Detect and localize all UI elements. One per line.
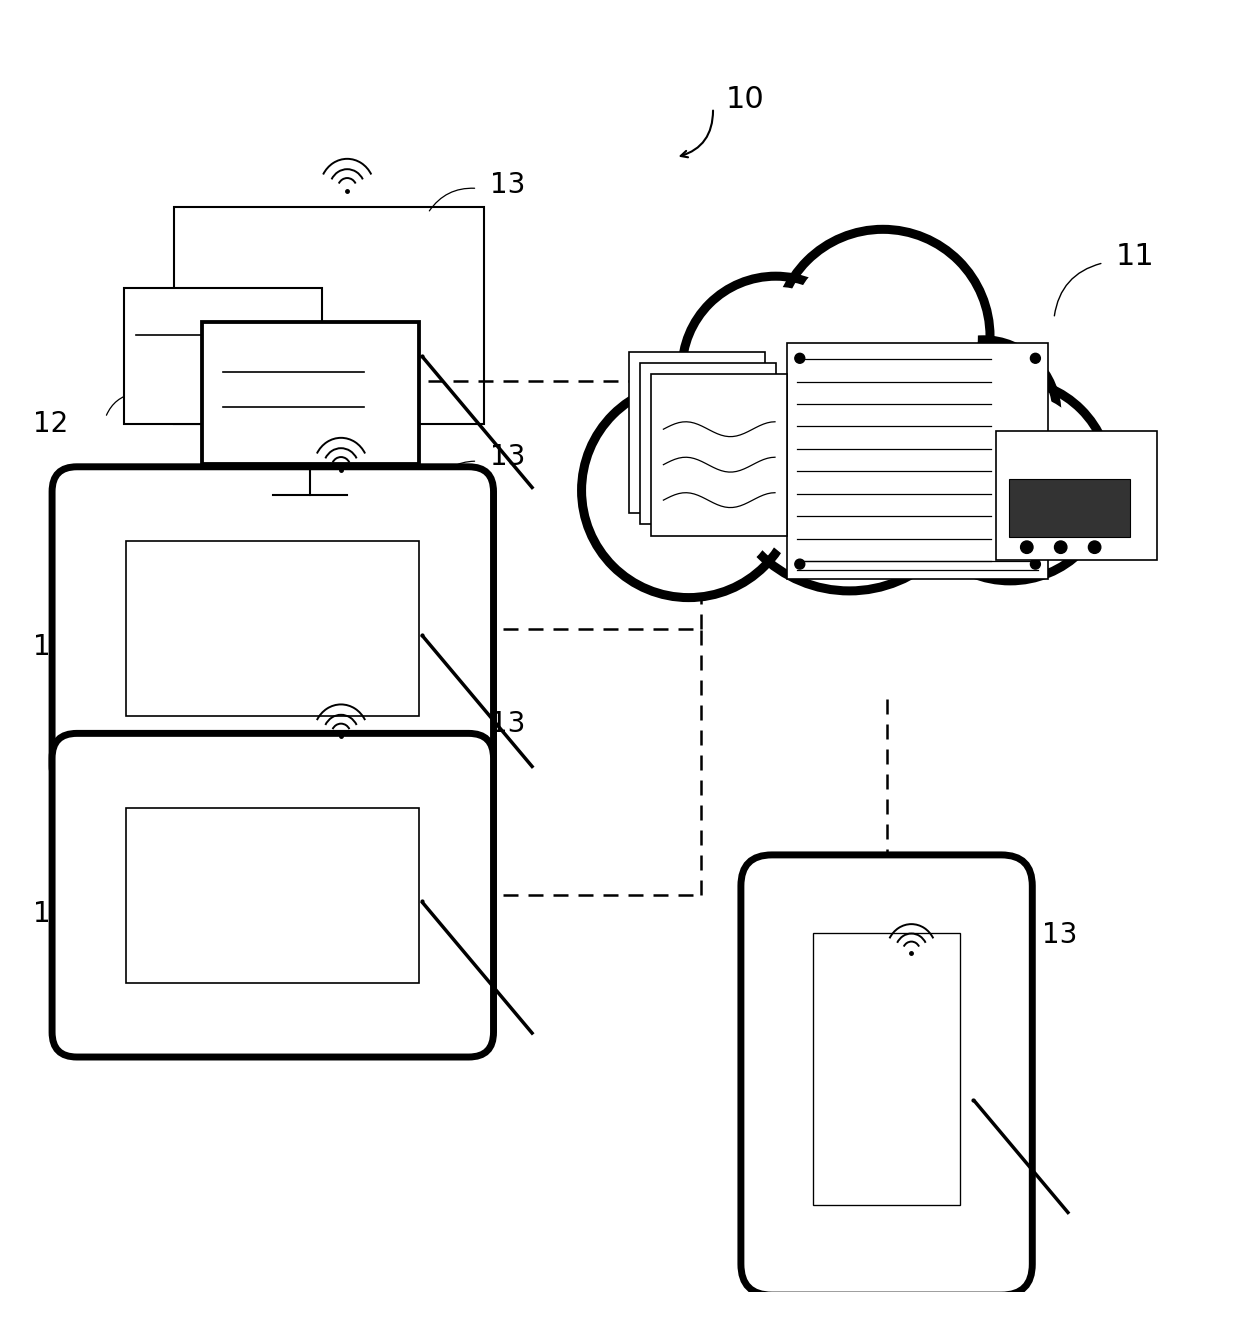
Bar xyxy=(126,808,419,982)
Text: 13: 13 xyxy=(490,171,526,199)
Circle shape xyxy=(722,336,977,591)
Text: 13: 13 xyxy=(490,710,526,738)
Circle shape xyxy=(1021,542,1033,554)
Circle shape xyxy=(921,392,1099,569)
FancyBboxPatch shape xyxy=(740,855,1032,1296)
Text: 12: 12 xyxy=(33,899,68,927)
Circle shape xyxy=(582,383,796,598)
Circle shape xyxy=(910,380,1111,581)
Bar xyxy=(629,352,765,513)
Bar xyxy=(640,363,776,524)
Circle shape xyxy=(1030,559,1040,569)
Bar xyxy=(174,207,484,423)
FancyBboxPatch shape xyxy=(52,734,494,1056)
Bar xyxy=(1008,478,1130,536)
Circle shape xyxy=(910,340,1056,487)
Text: 13: 13 xyxy=(490,444,526,472)
Circle shape xyxy=(1089,542,1101,554)
Circle shape xyxy=(776,230,990,444)
Text: 12: 12 xyxy=(980,1250,1014,1278)
Text: 11: 11 xyxy=(1116,242,1154,271)
Circle shape xyxy=(795,353,805,363)
Text: 12: 12 xyxy=(33,410,68,438)
Bar xyxy=(651,375,787,536)
Bar xyxy=(787,344,1048,579)
Circle shape xyxy=(795,559,805,569)
Text: 10: 10 xyxy=(725,85,764,114)
Text: 12: 12 xyxy=(33,633,68,661)
Bar xyxy=(201,321,419,464)
Text: 13: 13 xyxy=(1042,921,1078,949)
Circle shape xyxy=(1030,353,1040,363)
Circle shape xyxy=(693,288,858,453)
Circle shape xyxy=(738,352,961,575)
Circle shape xyxy=(1054,542,1066,554)
Bar xyxy=(126,542,419,716)
Circle shape xyxy=(919,348,1048,478)
Circle shape xyxy=(789,242,977,430)
Circle shape xyxy=(594,396,782,585)
Bar xyxy=(813,933,960,1204)
Bar xyxy=(124,288,322,423)
FancyBboxPatch shape xyxy=(52,466,494,790)
Bar xyxy=(996,430,1157,560)
Circle shape xyxy=(682,277,869,464)
